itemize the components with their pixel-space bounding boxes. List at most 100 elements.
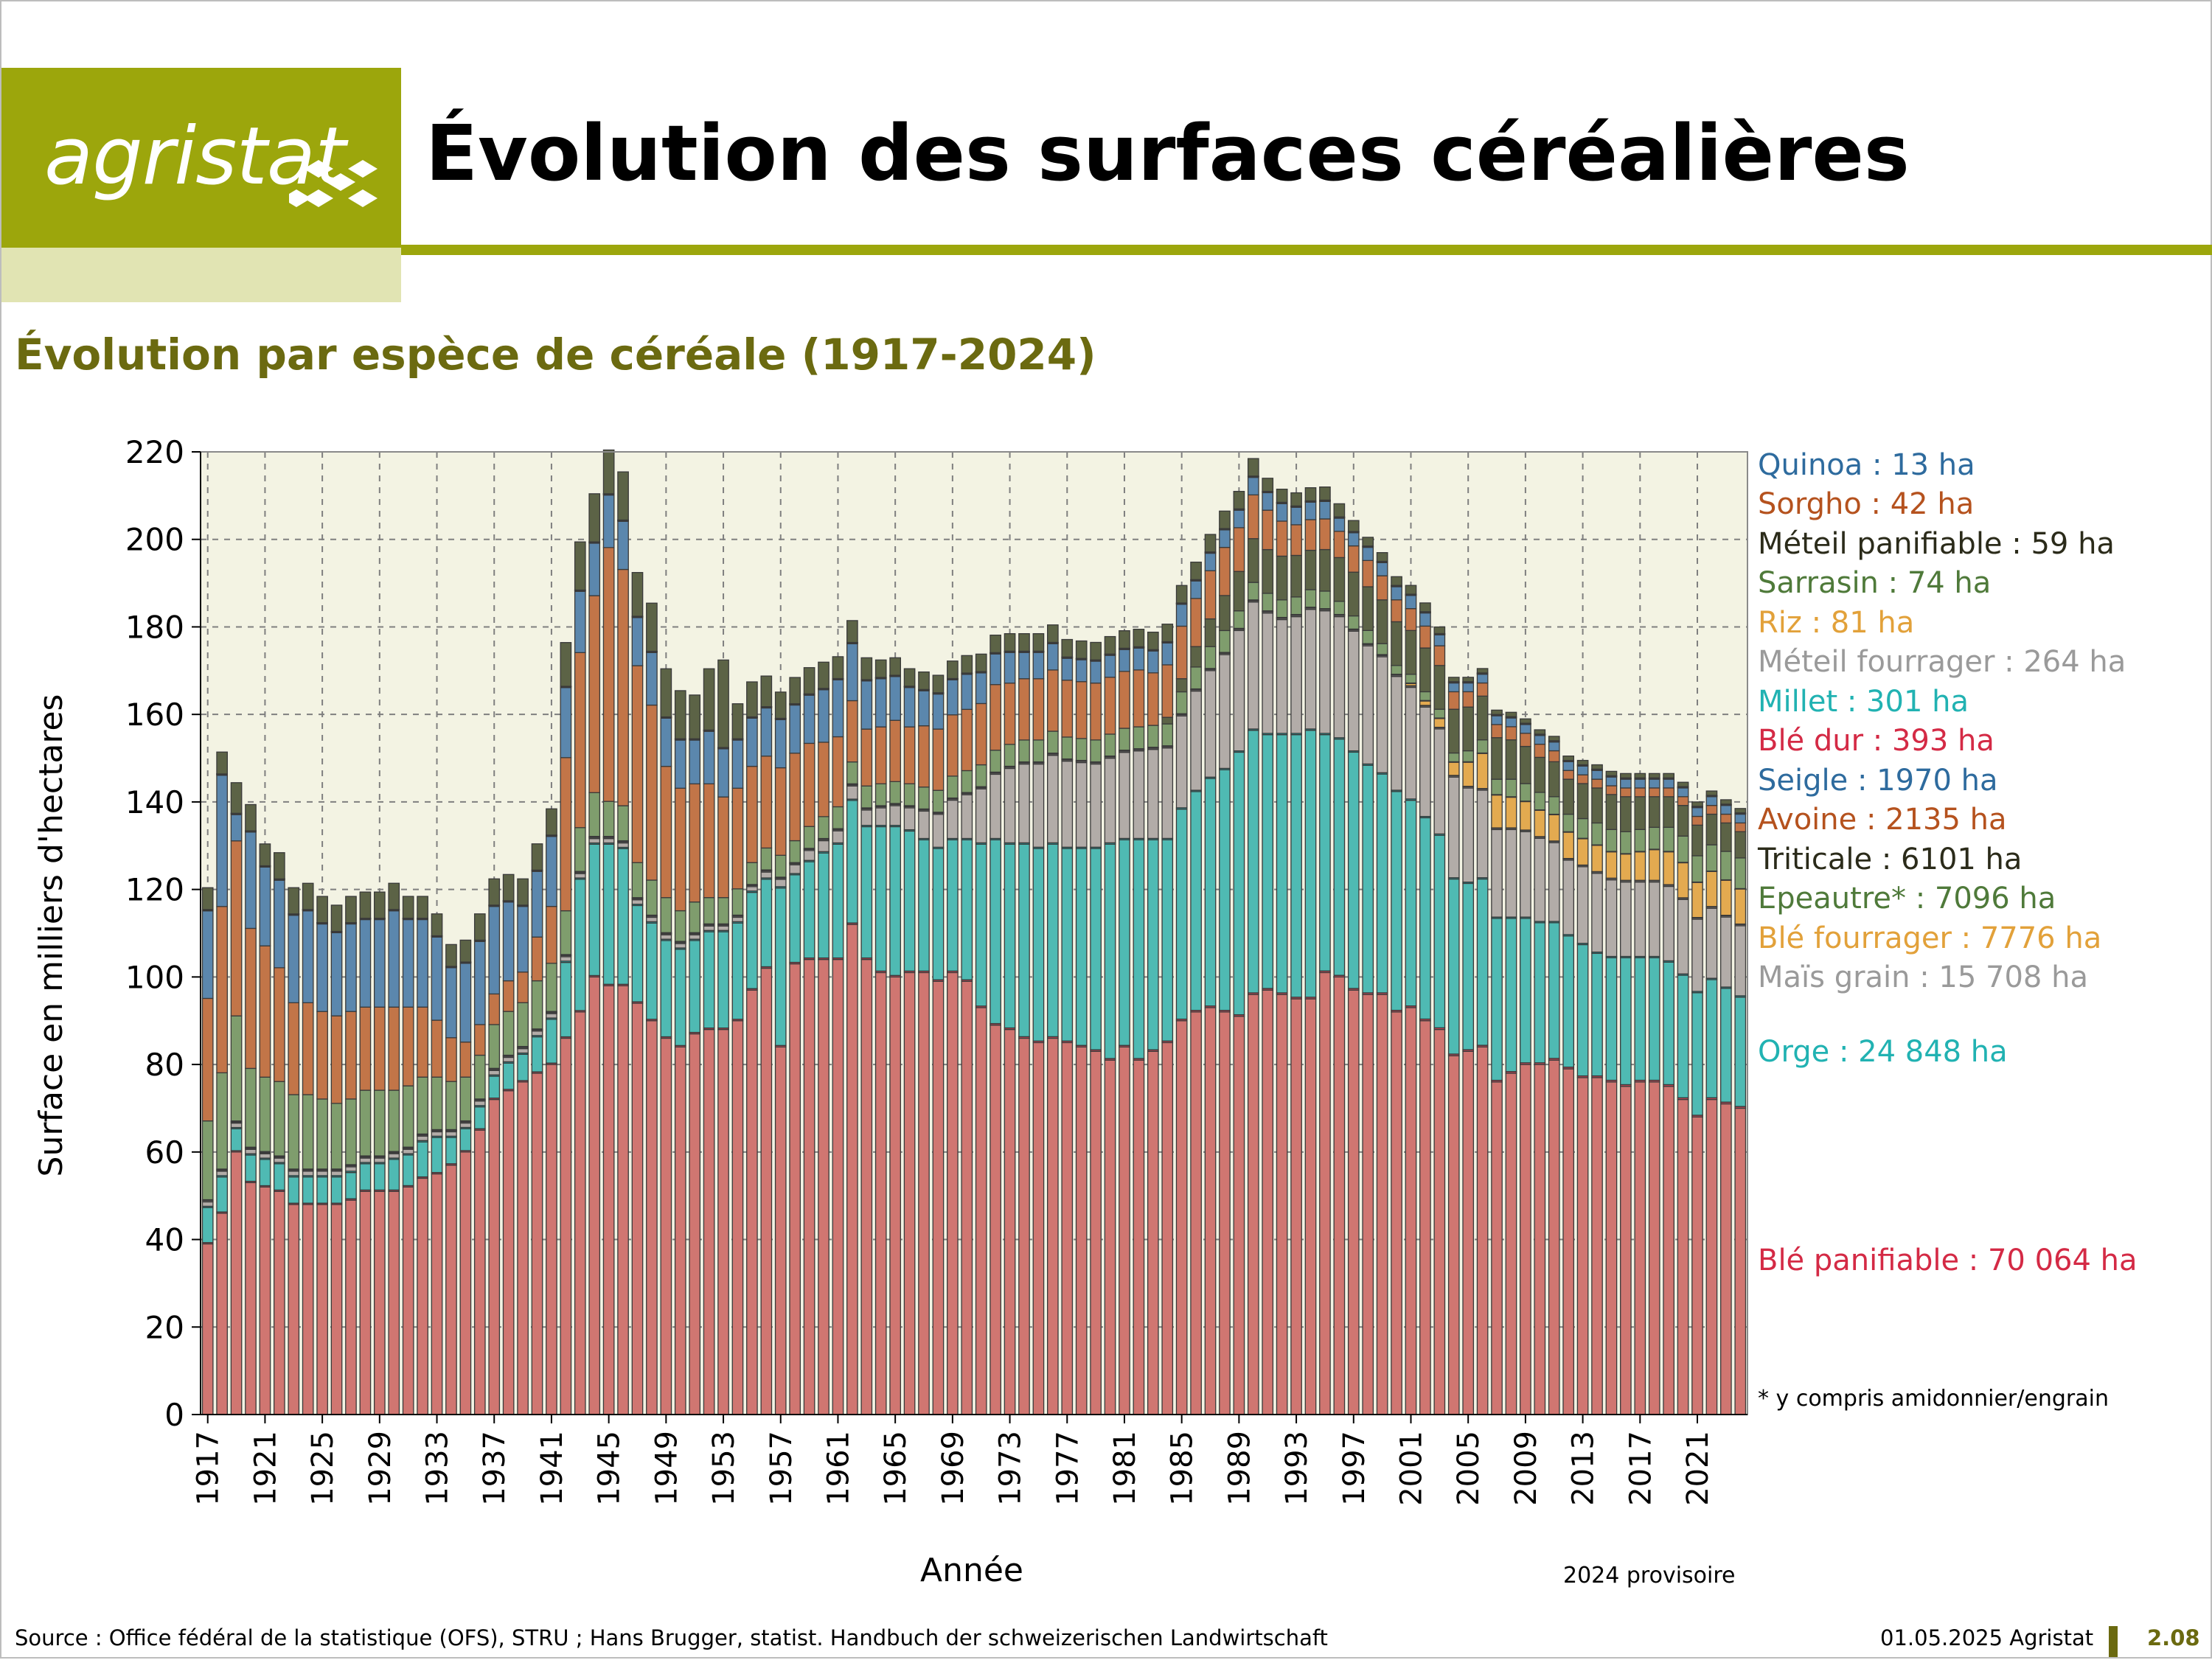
bar-segment-ble-panifiable [459,1151,472,1415]
legend-item: Blé dur : 393 ha [1758,724,1994,758]
bar-segment-ble-panifiable [1362,994,1374,1415]
bar-segment-mais-grain [1663,885,1674,962]
bar-segment-seigle [417,918,428,1008]
bar-segment-ble-panifiable [760,967,773,1415]
provisional-note: 2024 provisoire [1563,1563,1736,1588]
bar-segment-mais-grain [1491,829,1503,918]
bar-segment-ble-panifiable [1276,994,1288,1415]
bar-segment-epeautre [1663,826,1674,852]
bar-segment-mais-grain [1304,609,1317,730]
bar-segment-ble-panifiable [1620,1086,1632,1415]
bar-segment-ble-panifiable [975,1007,987,1415]
bar-segment-seigle [1004,652,1016,684]
bar-segment-autres-cereales [1391,576,1402,586]
bar-segment-epeautre [216,1072,228,1170]
bar-segment-triticale [1720,822,1732,852]
bar-segment-ble-panifiable [1133,1059,1145,1415]
bar-segment-epeautre [803,826,815,849]
bar-segment-mais-grain [1476,789,1489,879]
bar-segment-ble-panifiable [417,1177,428,1415]
bar-segment-epeautre [230,1015,243,1122]
bar-segment-triticale [1534,756,1546,793]
bar-segment-epeautre [1032,739,1045,763]
bar-segment-triticale [1233,571,1245,612]
bar-segment-seigle [961,674,973,711]
bar-segment-ble-panifiable [1032,1042,1045,1415]
bar-segment-epeautre [488,1024,501,1069]
bar-segment-triticale [1319,548,1331,592]
bar-segment-avoine [918,725,930,788]
bar-segment-autres-cereales [1691,801,1703,807]
bar-segment-avoine [459,1042,472,1078]
bar-segment-ble-panifiable [1047,1037,1059,1415]
bar-segment-avoine [1362,559,1374,587]
bar-segment-orge [1075,848,1088,1046]
bar-segment-orge [373,1163,386,1191]
legend-item: Epeautre* : 7096 ha [1758,882,2056,916]
bar-segment-avoine [717,796,729,899]
bar-segment-seigle [1119,649,1130,672]
bar-segment-seigle [990,653,1001,686]
bar-segment-autres-cereales [674,690,686,739]
bar-segment-mais-grain [789,864,801,874]
x-tick-label: 1921 [248,1431,282,1506]
bar-segment-avoine [259,945,271,1078]
bar-segment-epeautre [359,1089,372,1157]
bar-segment-epeautre [1476,739,1489,754]
bar-segment-epeautre [546,963,557,1012]
bar-segment-autres-cereales [488,878,501,906]
bar-segment-ble-panifiable [201,1243,214,1415]
bar-segment-mais-grain [274,1157,285,1163]
bar-segment-autres-cereales [1462,677,1475,683]
bar-segment-mais-grain [1175,715,1188,809]
bar-segment-ble-panifiable [1204,1007,1217,1415]
bar-segment-orge [574,879,586,1011]
bar-segment-autres-cereales [1161,624,1174,643]
bar-segment-avoine [1319,518,1331,551]
bar-segment-seigle [846,643,858,702]
bar-segment-orge [1047,843,1059,1038]
bar-segment-seigle [1520,724,1531,734]
bar-segment-autres-cereales [1705,790,1718,796]
bar-segment-orge [846,800,858,924]
bar-segment-avoine [1290,524,1302,557]
legend-item: Riz : 81 ha [1758,606,1915,640]
bar-segment-orge [230,1128,243,1151]
bar-segment-ble-panifiable [288,1204,300,1415]
logo-text: agristat [44,111,346,203]
bar-segment-mais-grain [689,934,701,940]
x-tick-label: 2021 [1681,1431,1715,1506]
bar-segment-triticale [1591,787,1603,824]
bar-segment-ble-panifiable [1419,1020,1431,1415]
bar-segment-orge [1347,751,1360,989]
bar-segment-seigle [631,617,644,666]
legend-item: Triticale : 6101 ha [1758,843,2023,876]
bar-segment-epeautre [1391,665,1402,675]
legend-item: Blé panifiable : 70 064 ha [1758,1244,2138,1277]
bar-segment-autres-cereales [473,913,486,941]
bar-segment-autres-cereales [560,642,572,687]
bar-segment-orge [660,940,672,1038]
bar-segment-avoine [889,719,901,782]
bar-segment-epeautre [345,1098,357,1165]
bar-segment-triticale [1447,708,1460,754]
bar-segment-mais-grain [1032,763,1045,848]
bar-segment-mais-grain [818,840,830,852]
bar-segment-epeautre [473,1054,486,1100]
bar-segment-triticale [1691,824,1703,857]
bar-segment-ble-panifiable [1319,972,1331,1415]
logo-strip [1,248,401,302]
bar-segment-epeautre [201,1120,214,1201]
bar-segment-seigle [1047,643,1059,671]
bar-segment-mais-grain [1548,842,1560,922]
bar-segment-avoine [947,714,959,777]
bar-segment-seigle [488,906,501,995]
bar-segment-ble-panifiable [1119,1046,1130,1415]
bar-segment-ble-panifiable [674,1046,686,1415]
bar-segment-ble-panifiable [818,958,830,1415]
bar-segment-epeautre [1591,822,1603,845]
bar-segment-autres-cereales [431,913,443,937]
bar-segment-triticale [1548,761,1560,798]
bar-segment-ble-panifiable [1491,1081,1503,1415]
bar-segment-epeautre [1520,783,1531,802]
